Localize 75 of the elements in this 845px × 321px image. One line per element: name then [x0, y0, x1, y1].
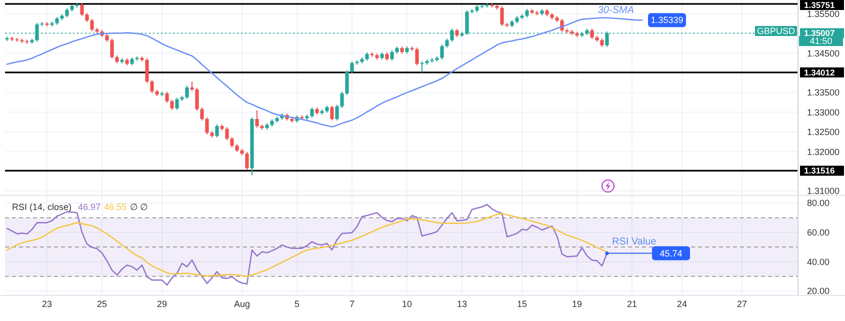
- text: RSI (14, close): [12, 202, 72, 212]
- candlestick: [65, 8, 69, 18]
- ref-line-label: 1.35751: [804, 0, 835, 10]
- x-tick-label: 5: [294, 299, 300, 309]
- x-tick-label: 19: [572, 299, 582, 309]
- candlestick: [415, 47, 419, 66]
- annotation: RSI Value: [612, 236, 657, 248]
- x-tick-label: 23: [42, 299, 52, 309]
- candlestick: [190, 81, 194, 92]
- candlestick: [590, 28, 594, 40]
- line-series: [6, 213, 608, 278]
- candlestick: [330, 105, 334, 122]
- annotation: ∅: [140, 202, 148, 212]
- y-tick-label: 40.00: [807, 256, 830, 267]
- candlestick: [145, 58, 149, 84]
- y-tick-label: 1.31000: [807, 186, 840, 196]
- candlestick: [185, 85, 189, 100]
- candlestick: [420, 60, 424, 73]
- annotation: 46.55: [104, 202, 127, 212]
- candlestick: [200, 107, 204, 122]
- x-tick-label: 21: [626, 299, 638, 309]
- y-tick-label: 60.00: [807, 228, 830, 238]
- x-tick-label: 10: [402, 299, 412, 309]
- candlestick: [255, 110, 259, 128]
- candlestick: [225, 126, 229, 141]
- candlestick: [150, 79, 154, 94]
- candlestick: [110, 38, 114, 60]
- y-tick-label: 1.33500: [807, 88, 840, 98]
- y-tick-label: 1.32000: [807, 146, 840, 157]
- candlestick: [390, 50, 394, 62]
- candlestick: [340, 91, 344, 108]
- candlestick: [165, 91, 169, 104]
- annotation: GBPUSD: [756, 26, 796, 36]
- candlestick: [310, 107, 314, 118]
- x-tick-label: 24: [676, 299, 688, 309]
- x-tick-label: 7: [349, 299, 355, 309]
- x-tick-label: 25: [96, 299, 108, 309]
- x-tick-label: 15: [516, 299, 528, 309]
- x-tick-label: 27: [736, 299, 748, 309]
- annotation: ∅: [130, 202, 138, 212]
- candlestick: [205, 116, 209, 135]
- candlestick: [245, 152, 249, 170]
- candlestick: [335, 104, 339, 122]
- candlestick: [215, 124, 219, 138]
- candlestick: [80, 2, 84, 17]
- candlestick: [230, 136, 234, 148]
- candlestick: [90, 18, 94, 32]
- candlestick: [345, 70, 349, 96]
- x-tick-label: 13: [456, 299, 468, 309]
- y-tick-label: 1.34500: [807, 48, 840, 58]
- candlestick: [445, 38, 449, 48]
- series-label: 30-SMA: [598, 5, 634, 16]
- candlestick: [500, 6, 504, 26]
- candlestick: [440, 44, 444, 60]
- candlestick: [350, 60, 354, 74]
- ref-line-label: 1.35007: [804, 28, 835, 38]
- candlestick: [170, 99, 174, 110]
- ref-line-label: 1.31516: [804, 166, 835, 176]
- y-tick-label: 80.00: [807, 198, 830, 208]
- annotation: 45.74: [660, 248, 682, 258]
- line-series: [6, 17, 643, 128]
- y-tick-label: 20.00: [807, 286, 830, 296]
- candlestick: [85, 12, 89, 23]
- x-tick-label: 29: [156, 299, 168, 309]
- annotation: 1.35339: [650, 15, 684, 26]
- candlestick: [195, 87, 199, 112]
- ref-line-label: 1.34012: [804, 67, 835, 78]
- candlestick: [175, 97, 179, 110]
- x-tick-label: Aug: [234, 299, 250, 309]
- annotation: 46.97: [78, 202, 101, 212]
- text: 41:50: [810, 36, 832, 46]
- line-series: [6, 204, 609, 286]
- y-tick-label: 1.35500: [807, 8, 840, 19]
- y-tick-label: 1.33000: [807, 107, 840, 118]
- y-tick-label: 1.32500: [807, 127, 840, 138]
